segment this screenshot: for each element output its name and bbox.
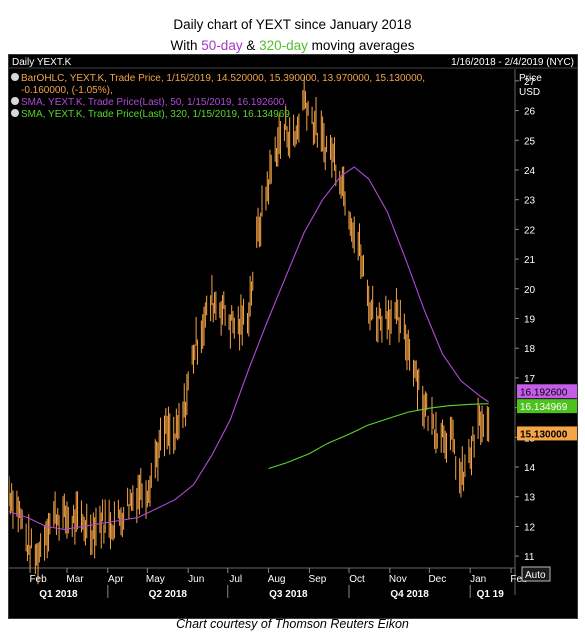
price-tick-label-12: 12 bbox=[524, 522, 536, 533]
quarter-label-3: Q4 2018 bbox=[390, 589, 429, 600]
last-value-tags: 16.192600 16.134969 15.130000 bbox=[517, 384, 577, 441]
price-tick-label-14: 14 bbox=[524, 463, 536, 474]
price-axis-title: Price bbox=[519, 73, 542, 84]
price-tick-label-23: 23 bbox=[524, 196, 536, 207]
chart-subtitle: With 50-day & 320-day moving averages bbox=[0, 38, 585, 53]
month-label-feb-12: Feb bbox=[510, 574, 528, 585]
price-tick-label-19: 19 bbox=[524, 315, 536, 326]
price-tick-label-26: 26 bbox=[524, 107, 536, 118]
sma50-line bbox=[8, 166, 489, 530]
subtitle-50-day: 50-day bbox=[201, 38, 243, 53]
chart-svg[interactable]: Daily YEXT.K 1/16/2018 - 2/4/2019 (NYC) … bbox=[8, 55, 577, 618]
price-tick-label-25: 25 bbox=[524, 136, 536, 147]
price-axis-unit: USD bbox=[519, 87, 540, 98]
legend-sma50-icon bbox=[11, 97, 19, 105]
sma50-last-tag-text: 16.192600 bbox=[520, 387, 568, 398]
price-tick-label-11: 11 bbox=[524, 552, 535, 563]
chart-title: Daily chart of YEXT since January 2018 bbox=[173, 17, 412, 32]
subtitle-amp: & bbox=[242, 38, 260, 53]
subtitle-suffix: moving averages bbox=[307, 38, 415, 53]
quarter-label-1: Q2 2018 bbox=[149, 589, 188, 600]
price-last-tag-text: 15.130000 bbox=[520, 429, 568, 440]
month-label-jan-11: Jan bbox=[470, 574, 486, 585]
time-axis[interactable]: Feb Mar Apr May Jun Jul Aug Sep Oct Nov Dec Jan Feb Q… bbox=[29, 568, 528, 600]
subtitle-prefix: With bbox=[170, 38, 202, 53]
price-last-tag-box bbox=[517, 426, 577, 441]
panel-name: Daily YEXT.K bbox=[12, 57, 72, 68]
legend-price-change: -0.160000, (-1.05%), bbox=[21, 85, 113, 96]
subtitle-320-day: 320-day bbox=[259, 38, 308, 53]
price-tick-label-21: 21 bbox=[524, 255, 536, 266]
legend-sma50-line: SMA, YEXT.K, Trade Price(Last), 50, 1/15… bbox=[21, 97, 287, 108]
auto-scale-label[interactable]: Auto bbox=[525, 570, 546, 581]
legend-sma320-line: SMA, YEXT.K, Trade Price(Last), 320, 1/1… bbox=[21, 109, 290, 120]
month-label-apr-2: Apr bbox=[108, 574, 124, 585]
series-layer bbox=[8, 77, 490, 585]
month-label-jul-5: Jul bbox=[229, 574, 242, 585]
chart-credit: Chart courtesy of Thomson Reuters Eikon bbox=[176, 617, 409, 631]
sma320-last-tag-text: 16.134969 bbox=[520, 402, 568, 413]
quarter-label-0: Q1 2018 bbox=[39, 589, 78, 600]
chart-background bbox=[9, 55, 577, 618]
quarter-label-2: Q3 2018 bbox=[269, 589, 308, 600]
legend-sma320-icon bbox=[11, 109, 19, 117]
legend-price-icon bbox=[11, 73, 19, 81]
month-label-mar-1: Mar bbox=[66, 574, 84, 585]
month-label-aug-6: Aug bbox=[268, 574, 286, 585]
price-tick-label-22: 22 bbox=[524, 225, 536, 236]
month-label-sep-7: Sep bbox=[309, 574, 327, 585]
auto-scale-button[interactable] bbox=[521, 566, 551, 582]
month-label-feb-0: Feb bbox=[29, 574, 47, 585]
sma320-last-tag-box bbox=[517, 399, 577, 414]
price-tick-label-13: 13 bbox=[524, 493, 536, 504]
month-label-jun-4: Jun bbox=[188, 574, 204, 585]
month-label-oct-8: Oct bbox=[349, 574, 365, 585]
price-tick-label-27: 27 bbox=[524, 77, 536, 88]
price-tick-label-17: 17 bbox=[524, 374, 536, 385]
chart-legend: BarOHLC, YEXT.K, Trade Price, 1/15/2019,… bbox=[11, 73, 425, 120]
price-tick-label-24: 24 bbox=[524, 166, 536, 177]
month-label-dec-10: Dec bbox=[428, 574, 446, 585]
sma320-line bbox=[268, 403, 489, 470]
price-tick-label-18: 18 bbox=[524, 344, 536, 355]
month-label-nov-9: Nov bbox=[389, 574, 407, 585]
chart-panel[interactable]: Daily YEXT.K 1/16/2018 - 2/4/2019 (NYC) … bbox=[8, 54, 578, 619]
month-label-may-3: May bbox=[146, 574, 165, 585]
price-tick-label-20: 20 bbox=[524, 285, 536, 296]
legend-price-line: BarOHLC, YEXT.K, Trade Price, 1/15/2019,… bbox=[21, 73, 425, 84]
panel-date-range: 1/16/2018 - 2/4/2019 (NYC) bbox=[451, 57, 574, 68]
quarter-label-4: Q1 19 bbox=[477, 589, 505, 600]
sma50-last-tag-box bbox=[517, 384, 577, 399]
price-bars bbox=[8, 77, 490, 585]
